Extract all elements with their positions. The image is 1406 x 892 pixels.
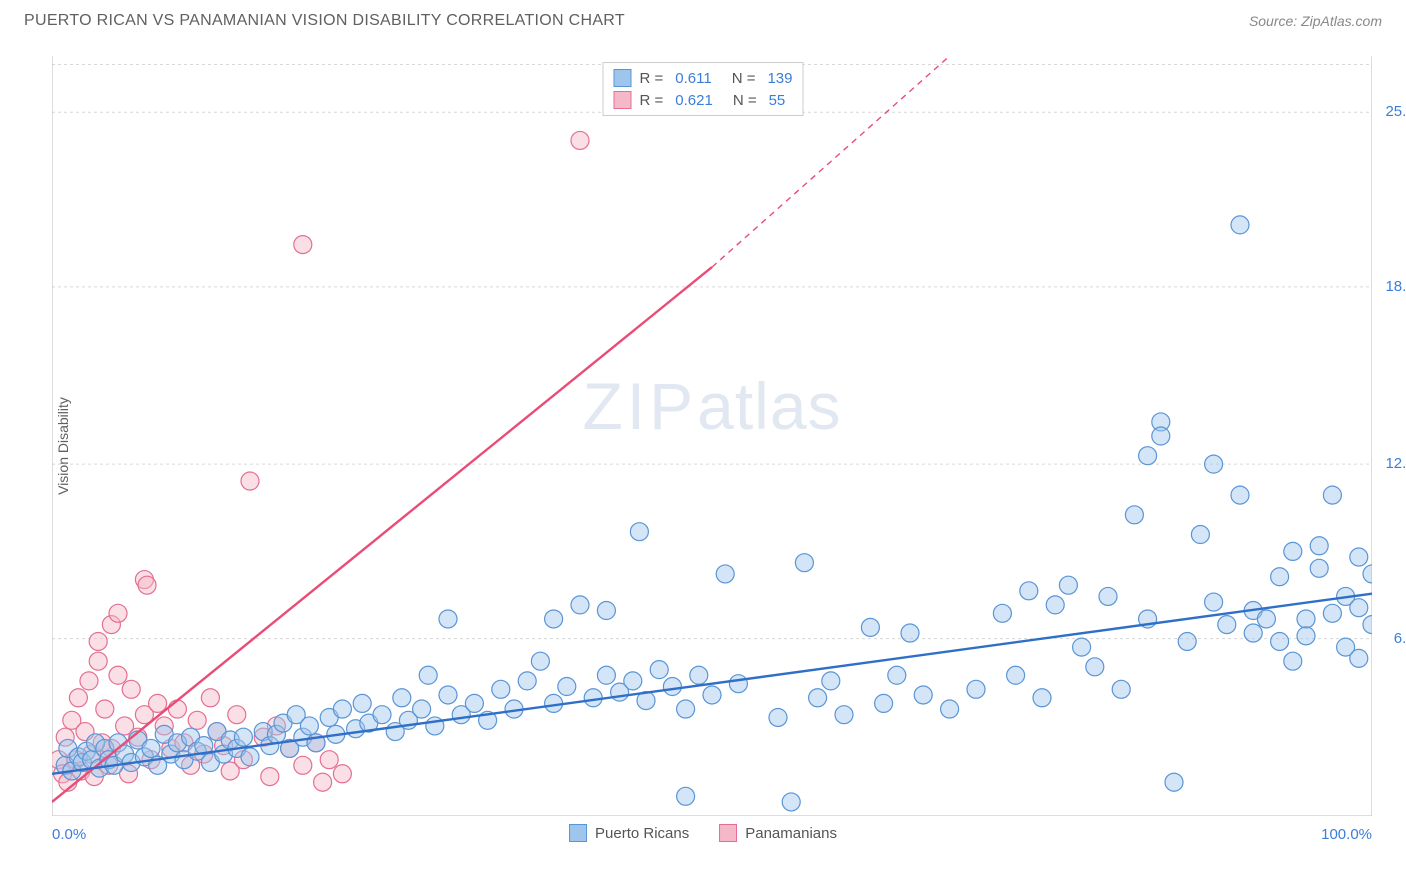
x-tick-max: 100.0%	[1321, 826, 1372, 843]
r-value-b: 0.621	[675, 92, 713, 109]
stats-row-series-b: R = 0.621 N = 55	[614, 89, 793, 111]
chart-title: PUERTO RICAN VS PANAMANIAN VISION DISABI…	[24, 12, 625, 30]
y-tick-label: 25.0%	[1385, 103, 1406, 120]
legend-label-b: Panamanians	[745, 825, 837, 842]
legend-label-a: Puerto Ricans	[595, 825, 689, 842]
legend-item-series-b: Panamanians	[719, 824, 837, 842]
r-value-a: 0.611	[675, 70, 711, 87]
stats-row-series-a: R = 0.611 N = 139	[614, 67, 793, 89]
r-label: R =	[640, 70, 664, 87]
x-tick-min: 0.0%	[52, 826, 86, 843]
legend-swatch-a	[569, 824, 587, 842]
legend-swatch-b	[719, 824, 737, 842]
stats-swatch-a	[614, 69, 632, 87]
legend-item-series-a: Puerto Ricans	[569, 824, 689, 842]
source-attribution: Source: ZipAtlas.com	[1249, 13, 1382, 29]
stats-swatch-b	[614, 91, 632, 109]
n-value-b: 55	[769, 92, 786, 109]
y-tick-label: 18.8%	[1385, 278, 1406, 295]
scatter-plot-svg	[52, 56, 1372, 816]
n-label: N =	[732, 70, 756, 87]
correlation-stats-box: R = 0.611 N = 139 R = 0.621 N = 55	[603, 62, 804, 116]
y-tick-label: 12.5%	[1385, 455, 1406, 472]
n-label: N =	[733, 92, 757, 109]
y-tick-label: 6.3%	[1394, 630, 1406, 647]
chart-plot-area: ZIPatlas 6.3%12.5%18.8%25.0%	[52, 56, 1372, 816]
r-label: R =	[640, 92, 664, 109]
n-value-a: 139	[767, 70, 792, 87]
bottom-legend: Puerto Ricans Panamanians	[569, 824, 837, 842]
